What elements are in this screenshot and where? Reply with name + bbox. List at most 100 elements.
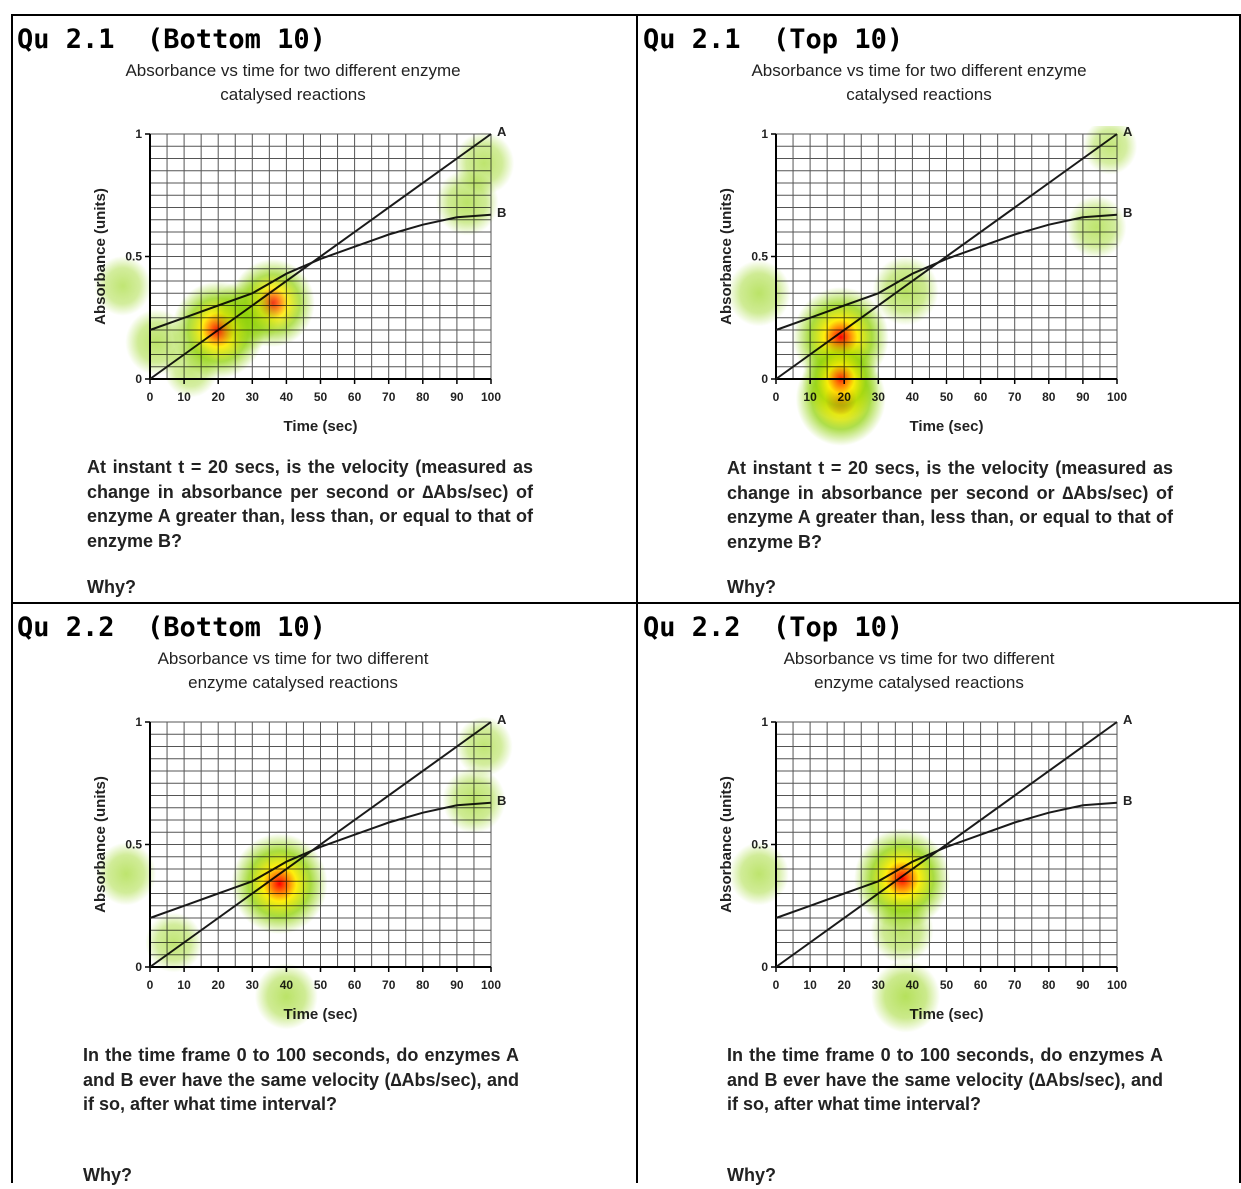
- heat-spot: [442, 767, 506, 834]
- chart-title-line2: enzyme catalysed reactions: [814, 673, 1024, 692]
- x-tick-label: 60: [348, 978, 362, 992]
- x-tick-label: 0: [147, 978, 154, 992]
- heat-spot: [854, 828, 951, 930]
- series-line-a: [775, 721, 1118, 968]
- why-label: Why?: [83, 1165, 132, 1185]
- x-axis-label: Time (sec): [284, 418, 358, 435]
- x-tick-label: 80: [416, 390, 430, 404]
- x-tick-label: 10: [177, 978, 191, 992]
- x-tick-label: 50: [940, 390, 954, 404]
- heat-spot: [231, 833, 328, 935]
- series-label-b: B: [1123, 205, 1132, 220]
- x-tick-label: 50: [940, 978, 954, 992]
- heat-spot: [94, 255, 152, 316]
- series-line-a: [149, 721, 492, 968]
- x-tick-label: 90: [450, 978, 464, 992]
- series-label-a: A: [1123, 714, 1133, 727]
- series-label-b: B: [497, 205, 506, 220]
- x-tick-label: 100: [1107, 978, 1127, 992]
- heat-spot: [801, 338, 880, 420]
- heat-spot: [163, 340, 218, 398]
- x-tick-label: 40: [280, 390, 294, 404]
- x-tick-label: 50: [314, 978, 328, 992]
- panel-q22-top10: Qu 2.2 (Top 10) Absorbance vs time for t…: [639, 604, 1239, 1189]
- panel-heading: Qu 2.2 (Top 10): [643, 612, 904, 643]
- y-tick-label: 0.5: [751, 250, 768, 264]
- chart-title-line1: Absorbance vs time for two different: [157, 649, 429, 668]
- x-tick-label: 70: [382, 390, 396, 404]
- vertical-divider: [636, 14, 638, 1183]
- x-tick-label: 20: [212, 390, 226, 404]
- chart-title-line1: Absorbance vs time for two different enz…: [751, 61, 1087, 80]
- x-tick-label: 90: [450, 390, 464, 404]
- y-tick-label: 0: [135, 960, 142, 974]
- heat-spot: [871, 960, 941, 1033]
- y-tick-label: 0: [135, 372, 142, 386]
- series-label-b: B: [1123, 793, 1132, 808]
- y-tick-label: 0: [761, 960, 768, 974]
- x-tick-label: 30: [246, 390, 260, 404]
- y-tick-label: 1: [135, 715, 142, 729]
- x-tick-label: 90: [1076, 390, 1090, 404]
- series-line-b: [149, 801, 492, 919]
- heat-spot: [455, 716, 513, 777]
- question-text: In the time frame 0 to 100 seconds, do e…: [727, 1045, 1163, 1114]
- y-tick-label: 1: [761, 715, 768, 729]
- heatmap-overlay: [728, 828, 951, 1033]
- y-tick-label: 0: [761, 372, 768, 386]
- series-label-a: A: [497, 714, 507, 727]
- x-tick-label: 10: [803, 978, 817, 992]
- panel-q21-top10: Qu 2.1 (Top 10) Absorbance vs time for t…: [639, 16, 1239, 601]
- x-tick-label: 100: [481, 978, 501, 992]
- x-tick-label: 70: [1008, 978, 1022, 992]
- chart-title-line1: Absorbance vs time for two different: [783, 649, 1055, 668]
- series-line-b: [775, 801, 1118, 919]
- question-text: In the time frame 0 to 100 seconds, do e…: [83, 1045, 519, 1114]
- y-axis-label: Absorbance (units): [718, 776, 735, 913]
- heat-spot: [454, 131, 515, 195]
- chart-title-line2: catalysed reactions: [846, 85, 992, 104]
- x-axis-label: Time (sec): [910, 418, 984, 435]
- x-tick-label: 60: [348, 390, 362, 404]
- x-tick-label: 90: [1076, 978, 1090, 992]
- chart-title-line2: catalysed reactions: [220, 85, 366, 104]
- heat-spot: [870, 897, 934, 964]
- series-label-a: A: [497, 126, 507, 139]
- heat-spot: [1066, 195, 1127, 259]
- chart-title-line2: enzyme catalysed reactions: [188, 673, 398, 692]
- heat-spot: [727, 260, 791, 327]
- heat-spot: [1083, 126, 1138, 175]
- outer-frame: [11, 14, 1241, 1183]
- x-tick-label: 0: [147, 390, 154, 404]
- x-tick-label: 70: [382, 978, 396, 992]
- heat-spot: [254, 963, 318, 1030]
- x-tick-label: 60: [974, 390, 988, 404]
- why-label: Why?: [727, 577, 776, 597]
- panel-heading: Qu 2.2 (Bottom 10): [17, 612, 326, 643]
- x-tick-label: 80: [1042, 390, 1056, 404]
- heat-spot: [872, 256, 939, 326]
- x-tick-label: 0: [773, 978, 780, 992]
- heat-spot: [96, 842, 157, 906]
- heatmap-overlay: [727, 126, 1138, 446]
- x-tick-label: 80: [1042, 978, 1056, 992]
- x-tick-label: 20: [838, 978, 852, 992]
- x-tick-label: 70: [1008, 390, 1022, 404]
- chart-title-line1: Absorbance vs time for two different enz…: [125, 61, 461, 80]
- heat-spot: [210, 279, 280, 352]
- panel-q21-bottom10: Qu 2.1 (Bottom 10) Absorbance vs time fo…: [13, 16, 613, 601]
- x-tick-label: 20: [212, 978, 226, 992]
- x-tick-label: 80: [416, 978, 430, 992]
- x-tick-label: 100: [481, 390, 501, 404]
- x-tick-label: 60: [974, 978, 988, 992]
- heatmap-overlay: [94, 131, 515, 398]
- y-tick-label: 1: [135, 127, 142, 141]
- question-text: At instant t = 20 secs, is the velocity …: [87, 457, 533, 551]
- heat-spot: [145, 912, 203, 973]
- heat-spot: [728, 842, 789, 906]
- x-tick-label: 40: [906, 390, 920, 404]
- y-tick-label: 1: [761, 127, 768, 141]
